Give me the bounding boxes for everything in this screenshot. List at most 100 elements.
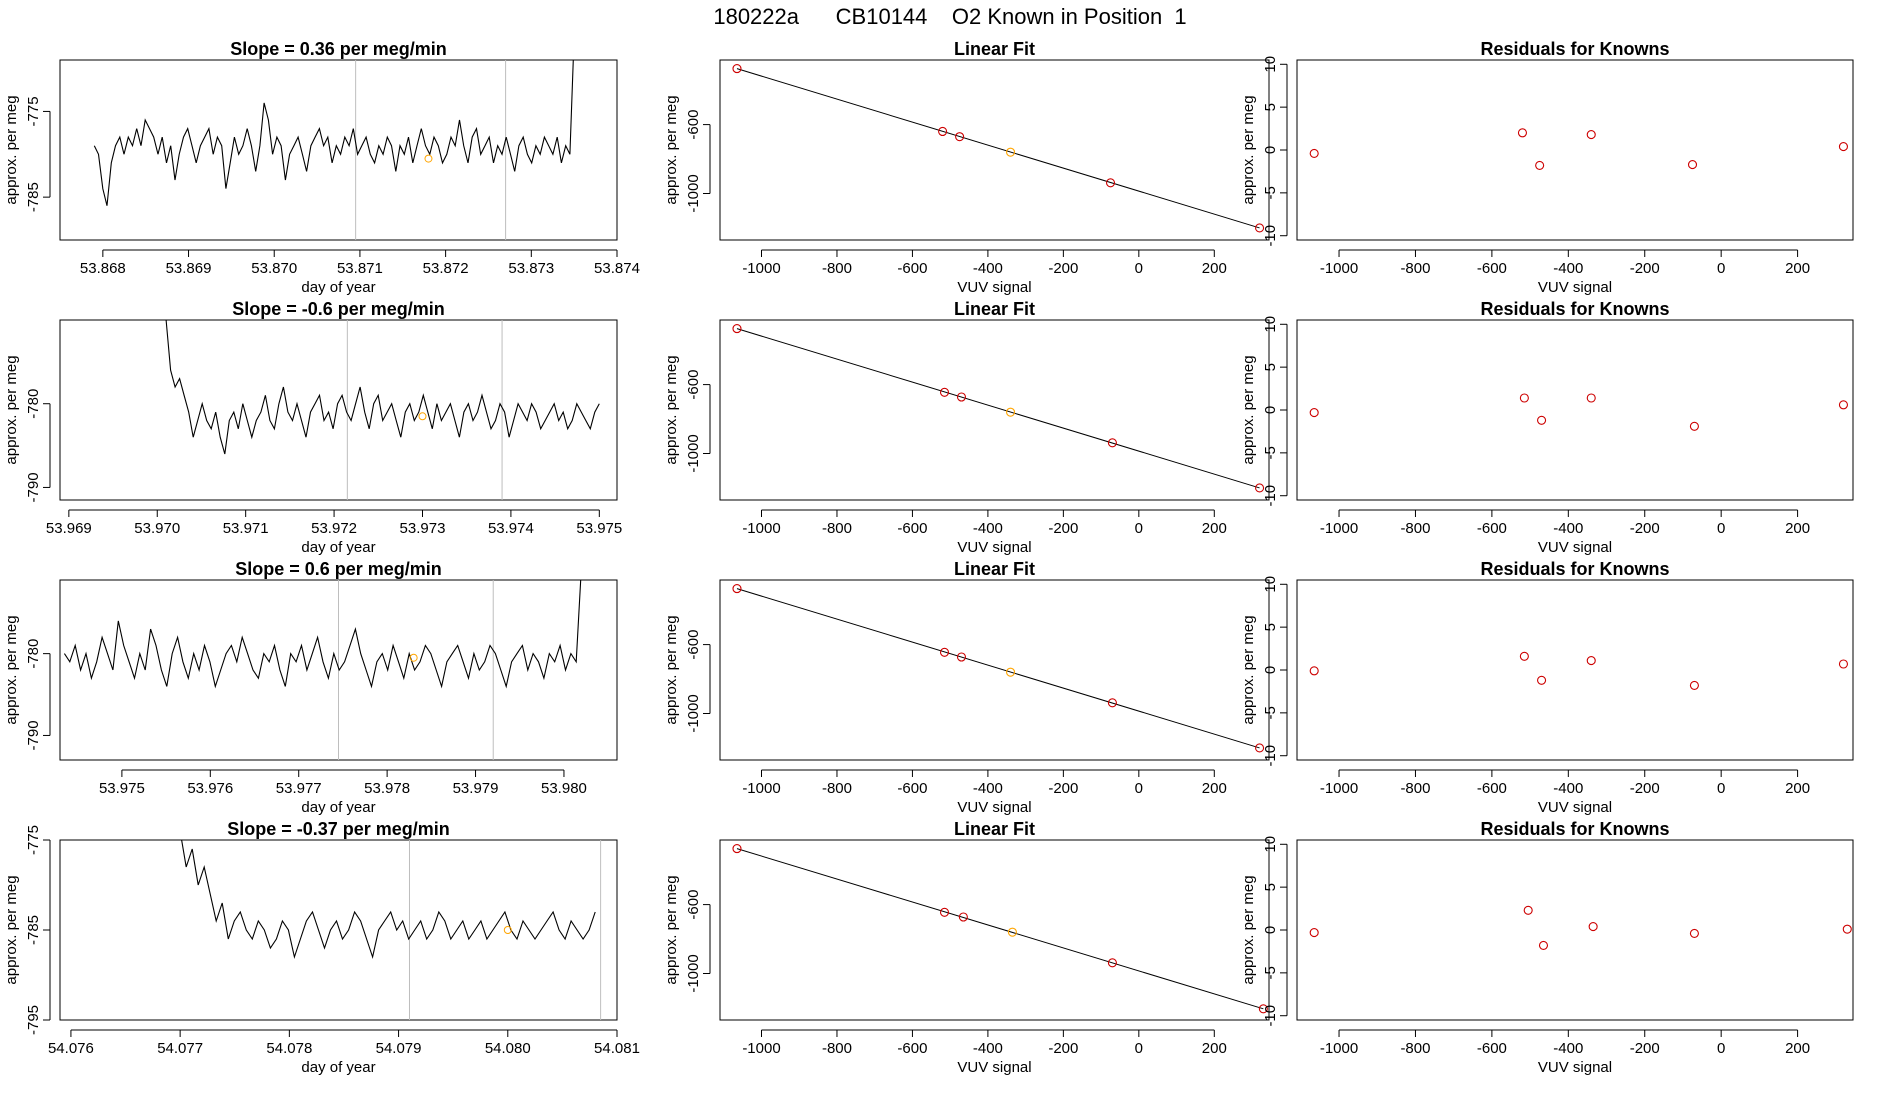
data-point: [1537, 675, 1547, 685]
x-tick-label: 53.978: [364, 780, 410, 797]
row1-fit-panel: Linear Fit -1000 -800 -600 -400 -200 0 200 VUV s…: [663, 39, 1270, 296]
plot-area: [1309, 393, 1848, 431]
plot-frame: [1296, 839, 1854, 1021]
fit-line: [736, 588, 1260, 749]
plot-area: [732, 64, 1265, 233]
x-tick-label: -200: [1048, 1040, 1078, 1057]
row4-trace-panel: Slope = -0.37 per meg/min 54.076 54.077 54.…: [3, 819, 640, 1076]
y-axis-title: approx. per meg: [1240, 615, 1257, 724]
y-tick-label: -785: [25, 182, 42, 212]
plot-frame: [59, 59, 618, 241]
row3-trace-panel: Slope = 0.6 per meg/min 53.975 53.976 53.97…: [3, 559, 618, 816]
x-tick-label: -400: [973, 780, 1003, 797]
fit-line: [736, 328, 1260, 489]
y-tick-label: 10: [1262, 56, 1279, 73]
x-tick-label: 53.970: [134, 520, 180, 537]
x-tick-label: 53.977: [276, 780, 322, 797]
x-axis-title: day of year: [301, 1059, 375, 1076]
x-tick-label: -600: [897, 260, 927, 277]
known-point: [1005, 407, 1016, 417]
data-point: [939, 907, 950, 917]
x-tick-label: -1000: [742, 260, 780, 277]
y-tick-label: -5: [1262, 186, 1279, 199]
x-tick-label: -400: [1553, 1040, 1583, 1057]
x-tick-label: 53.873: [508, 260, 554, 277]
x-tick-label: 54.077: [157, 1040, 203, 1057]
y-tick-label: -1000: [685, 954, 702, 992]
x-tick-label: 200: [1202, 520, 1227, 537]
y-tick-label: -5: [1262, 446, 1279, 459]
y-tick-label: -775: [25, 96, 42, 126]
known-marker: [424, 154, 433, 163]
x-axis-title: VUV signal: [957, 279, 1031, 296]
x-tick-label: 53.869: [166, 260, 212, 277]
data-point: [1586, 130, 1596, 140]
x-tick-label: -600: [897, 520, 927, 537]
x-tick-label: 200: [1785, 520, 1810, 537]
y-tick-label: -5: [1262, 966, 1279, 979]
data-point: [1258, 1004, 1268, 1014]
x-tick-label: 200: [1785, 780, 1810, 797]
series-line: [93, 60, 574, 206]
x-tick-label: 0: [1135, 780, 1143, 797]
chart-title: Linear Fit: [954, 39, 1035, 59]
y-tick-label: 0: [1262, 146, 1279, 154]
x-tick-label: -800: [1400, 260, 1430, 277]
data-point: [1687, 160, 1698, 170]
known-marker: [503, 926, 512, 934]
y-tick-label: -785: [25, 915, 42, 945]
x-tick-label: -200: [1048, 520, 1078, 537]
series-line: [165, 320, 600, 455]
chart-title: Residuals for Knowns: [1480, 299, 1669, 319]
x-tick-label: -1000: [1320, 260, 1358, 277]
plot-area: [732, 324, 1265, 493]
x-tick-label: -400: [973, 520, 1003, 537]
y-tick-label: 5: [1262, 103, 1279, 111]
x-tick-label: -1000: [1320, 1040, 1358, 1057]
chart-title: Residuals for Knowns: [1480, 819, 1669, 839]
x-tick-label: -200: [1630, 780, 1660, 797]
data-point: [939, 647, 950, 657]
x-tick-label: 0: [1135, 1040, 1143, 1057]
x-tick-label: -800: [1400, 520, 1430, 537]
chart-title: Residuals for Knowns: [1480, 39, 1669, 59]
data-point: [1838, 659, 1848, 669]
x-tick-label: 0: [1135, 260, 1143, 277]
x-tick-label: 200: [1785, 260, 1810, 277]
y-tick-label: -600: [685, 630, 702, 660]
x-tick-label: 53.976: [187, 780, 233, 797]
x-axis-title: VUV signal: [1538, 539, 1612, 556]
data-point: [1689, 928, 1699, 938]
y-axis-title: approx. per meg: [663, 355, 680, 464]
plot-area: [1309, 905, 1852, 950]
x-tick-label: -1000: [742, 780, 780, 797]
data-point: [1105, 178, 1116, 188]
chart-title: Slope = 0.36 per meg/min: [230, 39, 447, 59]
plot-frame: [719, 579, 1270, 761]
x-tick-label: 53.868: [80, 260, 126, 277]
data-point: [1842, 924, 1852, 934]
x-tick-label: -200: [1630, 260, 1660, 277]
x-tick-label: 53.969: [46, 520, 92, 537]
y-tick-label: -775: [25, 825, 42, 855]
data-point: [939, 387, 950, 397]
x-tick-label: 0: [1717, 520, 1725, 537]
x-tick-label: -800: [1400, 780, 1430, 797]
chart-title: Linear Fit: [954, 559, 1035, 579]
x-tick-label: -800: [822, 780, 852, 797]
x-tick-label: -200: [1630, 520, 1660, 537]
data-point: [1309, 148, 1319, 158]
x-tick-label: 54.080: [485, 1040, 531, 1057]
chart-title: Linear Fit: [954, 299, 1035, 319]
x-tick-label: -800: [822, 260, 852, 277]
plot-frame: [1296, 319, 1854, 501]
y-tick-label: 5: [1262, 363, 1279, 371]
x-axis-title: VUV signal: [1538, 1059, 1612, 1076]
x-tick-label: -1000: [1320, 780, 1358, 797]
y-tick-label: 0: [1262, 926, 1279, 934]
data-point: [1586, 656, 1596, 666]
chart-title: Slope = -0.6 per meg/min: [232, 299, 445, 319]
x-tick-label: -400: [973, 1040, 1003, 1057]
data-point: [732, 64, 742, 74]
